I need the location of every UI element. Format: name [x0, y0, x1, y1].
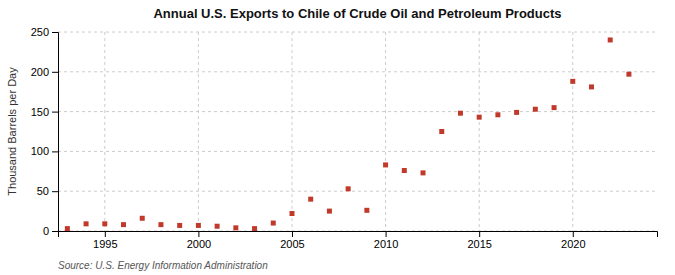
y-axis-tick-mark [52, 151, 58, 152]
y-axis-tick-label: 50 [37, 185, 49, 197]
y-axis-tick-label: 250 [31, 26, 49, 38]
y-grid-line [58, 111, 657, 112]
y-grid-line [58, 32, 657, 33]
x-axis-tick: 2005 [280, 231, 304, 250]
y-axis-tick: 100 [31, 145, 58, 157]
x-axis-tick-label: 2010 [374, 238, 398, 250]
x-grid-line [479, 32, 480, 231]
x-axis-tick-mark [386, 231, 387, 237]
point [533, 107, 538, 112]
point [308, 197, 313, 202]
y-axis-tick-label: 200 [31, 66, 49, 78]
x-axis-tick-label: 2005 [280, 238, 304, 250]
y-axis-tick-mark [52, 191, 58, 192]
point [121, 222, 126, 227]
plot: 1995 2000 2005 2010 2015 2020 0 50 100 150 200 250 [31, 26, 658, 250]
x-grid-line [572, 32, 573, 231]
point [84, 221, 89, 226]
x-axis-tick: 2000 [187, 231, 211, 250]
y-axis-tick: 200 [31, 66, 58, 78]
y-axis-tick-label: 150 [31, 106, 49, 118]
point [289, 211, 294, 216]
x-axis-tick-label: 2000 [187, 238, 211, 250]
point [140, 216, 145, 221]
x-grid-line [385, 32, 386, 231]
point [495, 112, 500, 117]
point [477, 115, 482, 120]
point [552, 105, 557, 110]
y-axis-tick-label: 100 [31, 145, 49, 157]
point [439, 129, 444, 134]
y-axis-tick: 0 [43, 225, 58, 237]
source: Source: U.S. Energy Information Administ… [58, 260, 268, 271]
point [65, 226, 70, 231]
point [346, 186, 351, 191]
y-axis-tick-mark [52, 32, 58, 33]
x-axis: 1995 2000 2005 2010 2015 2020 [59, 231, 658, 250]
y-axis-line [52, 33, 59, 232]
x-axis-line [59, 232, 658, 238]
point [271, 221, 276, 226]
point [383, 162, 388, 167]
point [215, 224, 220, 229]
chart: 1995 2000 2005 2010 2015 2020 0 50 100 150 200 250 A… [0, 0, 675, 275]
y-axis-tick-mark [52, 72, 58, 73]
y-axis: 0 50 100 150 200 250 [31, 26, 59, 237]
points-inner [65, 37, 632, 231]
point [252, 226, 257, 231]
y-axis-tick: 50 [37, 185, 58, 197]
points [65, 37, 632, 231]
point [196, 223, 201, 228]
point [233, 225, 238, 230]
point [158, 222, 163, 227]
y-grid-line [58, 71, 657, 72]
x-axis-tick-label: 2020 [561, 238, 585, 250]
grid [58, 32, 657, 231]
x-axis-tick-mark [105, 231, 106, 237]
x-axis-tick: 1995 [93, 231, 117, 250]
point [102, 221, 107, 226]
point [608, 37, 613, 42]
x-axis-tick-label: 1995 [93, 238, 117, 250]
point [327, 209, 332, 214]
x-axis-tick-mark [198, 231, 199, 237]
x-axis-tick-label: 2015 [467, 238, 491, 250]
point [364, 208, 369, 213]
y-axis-title: Thousand Barrels per Day [6, 67, 18, 196]
point [514, 110, 519, 115]
x-grid-line [104, 32, 105, 231]
y-grid-line [58, 151, 657, 152]
x-axis-tick-mark [573, 231, 574, 237]
title: Annual U.S. Exports to Chile of Crude Oi… [153, 6, 561, 21]
point [421, 170, 426, 175]
y-grid-line [58, 191, 657, 192]
y-axis-tick-mark [52, 231, 58, 232]
x-grid-line [291, 32, 292, 231]
x-axis-tick: 2015 [467, 231, 491, 250]
point [177, 223, 182, 228]
y-axis-tick-mark [52, 112, 58, 113]
point [458, 111, 463, 116]
point [589, 84, 594, 89]
x-axis-tick: 2010 [374, 231, 398, 250]
y-axis-tick: 250 [31, 26, 58, 38]
x-axis-tick-mark [479, 231, 480, 237]
y-axis-tick-label: 0 [43, 225, 49, 237]
y-axis-tick: 150 [31, 106, 58, 118]
x-grid-line [198, 32, 199, 231]
x-axis-tick-mark [292, 231, 293, 237]
point [402, 168, 407, 173]
x-axis-tick: 2020 [561, 231, 585, 250]
point [570, 79, 575, 84]
point [626, 72, 631, 77]
